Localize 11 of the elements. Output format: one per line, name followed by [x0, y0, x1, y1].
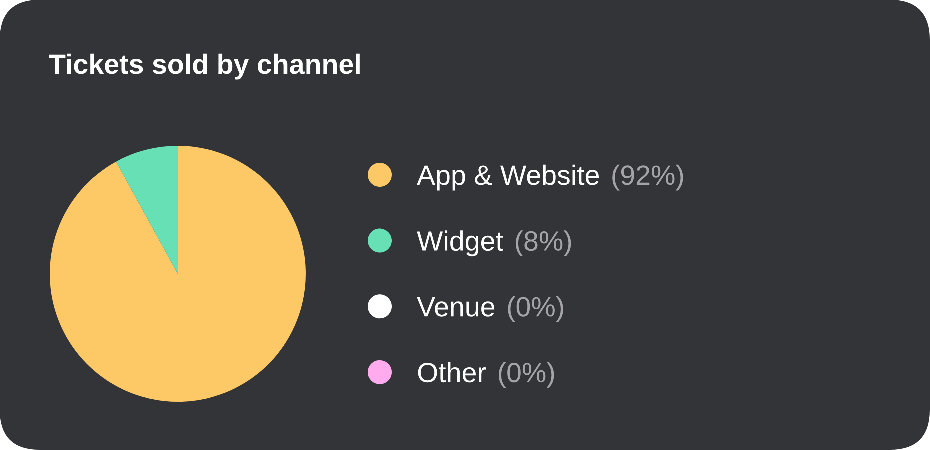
legend-label: App & Website: [417, 164, 600, 191]
legend-label: Widget: [417, 230, 504, 257]
text: (0%): [498, 362, 554, 388]
data-label: (92%): [612, 164, 684, 191]
legend-label: Other: [418, 362, 486, 383]
pie-slice: [116, 146, 178, 274]
pie-slice: [50, 146, 306, 402]
text: (0%): [508, 296, 564, 322]
chart-title: Tickets sold by channel: [49, 54, 360, 80]
legend-label: Venue: [417, 297, 495, 317]
data-label: (8%): [516, 230, 572, 257]
